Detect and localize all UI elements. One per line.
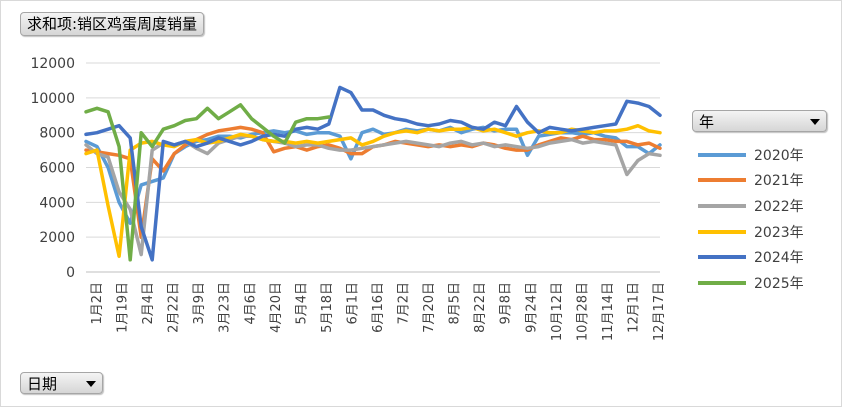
x-tick-label: 2月4日	[141, 282, 156, 325]
x-tick-label: 9月24日	[524, 282, 539, 333]
x-tick-label: 4月6日	[243, 282, 258, 325]
x-tick-label: 3月9日	[192, 282, 207, 325]
x-tick-label: 3月23日	[218, 282, 233, 333]
legend-label: 2023年	[754, 224, 804, 241]
y-tick-label: 6000	[39, 161, 75, 177]
x-tick-label: 8月5日	[448, 282, 463, 325]
legend-swatch	[698, 280, 746, 285]
x-tick-label: 9月8日	[499, 282, 514, 325]
x-tick-label: 6月1日	[345, 282, 360, 325]
legend-label: 2022年	[754, 198, 804, 215]
legend-label: 2025年	[754, 275, 804, 292]
x-tick-label: 1月2日	[90, 282, 105, 325]
x-tick-label: 1月19日	[116, 282, 131, 333]
x-tick-label: 12月17日	[652, 282, 667, 341]
y-tick-label: 0	[66, 265, 75, 281]
x-tick-label: 10月28日	[575, 282, 590, 341]
x-tick-label: 4月20日	[269, 282, 284, 333]
x-tick-label: 7月2日	[397, 282, 412, 325]
legend-item: 2024年	[698, 244, 838, 270]
axis-field-dropdown[interactable]: 日期	[20, 372, 103, 394]
y-tick-label: 2000	[39, 230, 75, 246]
legend-item: 2021年	[698, 168, 838, 194]
x-tick-label: 5月4日	[294, 282, 309, 325]
legend-swatch	[698, 255, 746, 260]
dropdown-arrow-icon[interactable]	[86, 381, 96, 387]
x-tick-label: 10月12日	[550, 282, 565, 341]
legend-item: 2022年	[698, 193, 838, 219]
legend-swatch	[698, 178, 746, 183]
legend-label: 2020年	[754, 147, 804, 164]
x-tick-label: 5月18日	[320, 282, 335, 333]
y-tick-label: 10000	[30, 91, 75, 107]
x-tick-label: 12月1日	[626, 282, 641, 333]
x-tick-label: 8月22日	[473, 282, 488, 333]
value-field-label: 求和项:销区鸡蛋周度销量	[27, 15, 198, 33]
legend-field-label: 年	[699, 113, 715, 131]
y-tick-label: 4000	[39, 195, 75, 211]
dropdown-arrow-icon[interactable]	[810, 119, 820, 125]
y-tick-label: 12000	[30, 56, 75, 72]
legend-label: 2021年	[754, 173, 804, 190]
axis-field-label: 日期	[27, 375, 58, 393]
legend-swatch	[698, 229, 746, 234]
value-field-button[interactable]: 求和项:销区鸡蛋周度销量	[20, 12, 205, 36]
legend-item: 2025年	[698, 270, 838, 296]
legend-field-dropdown[interactable]: 年	[692, 110, 827, 132]
legend-item: 2020年	[698, 142, 838, 168]
legend-swatch	[698, 203, 746, 208]
x-tick-label: 7月20日	[422, 282, 437, 333]
legend-label: 2024年	[754, 250, 804, 267]
legend-swatch	[698, 152, 746, 157]
x-tick-label: 6月16日	[371, 282, 386, 333]
x-tick-label: 2月22日	[167, 282, 182, 333]
series-line	[84, 103, 331, 262]
x-tick-label: 11月14日	[601, 282, 616, 341]
legend: 2020年 2021年 2022年 2023年 2024年 2025年	[698, 142, 838, 296]
y-tick-label: 8000	[39, 126, 75, 142]
legend-item: 2023年	[698, 219, 838, 245]
series-line	[84, 85, 662, 262]
